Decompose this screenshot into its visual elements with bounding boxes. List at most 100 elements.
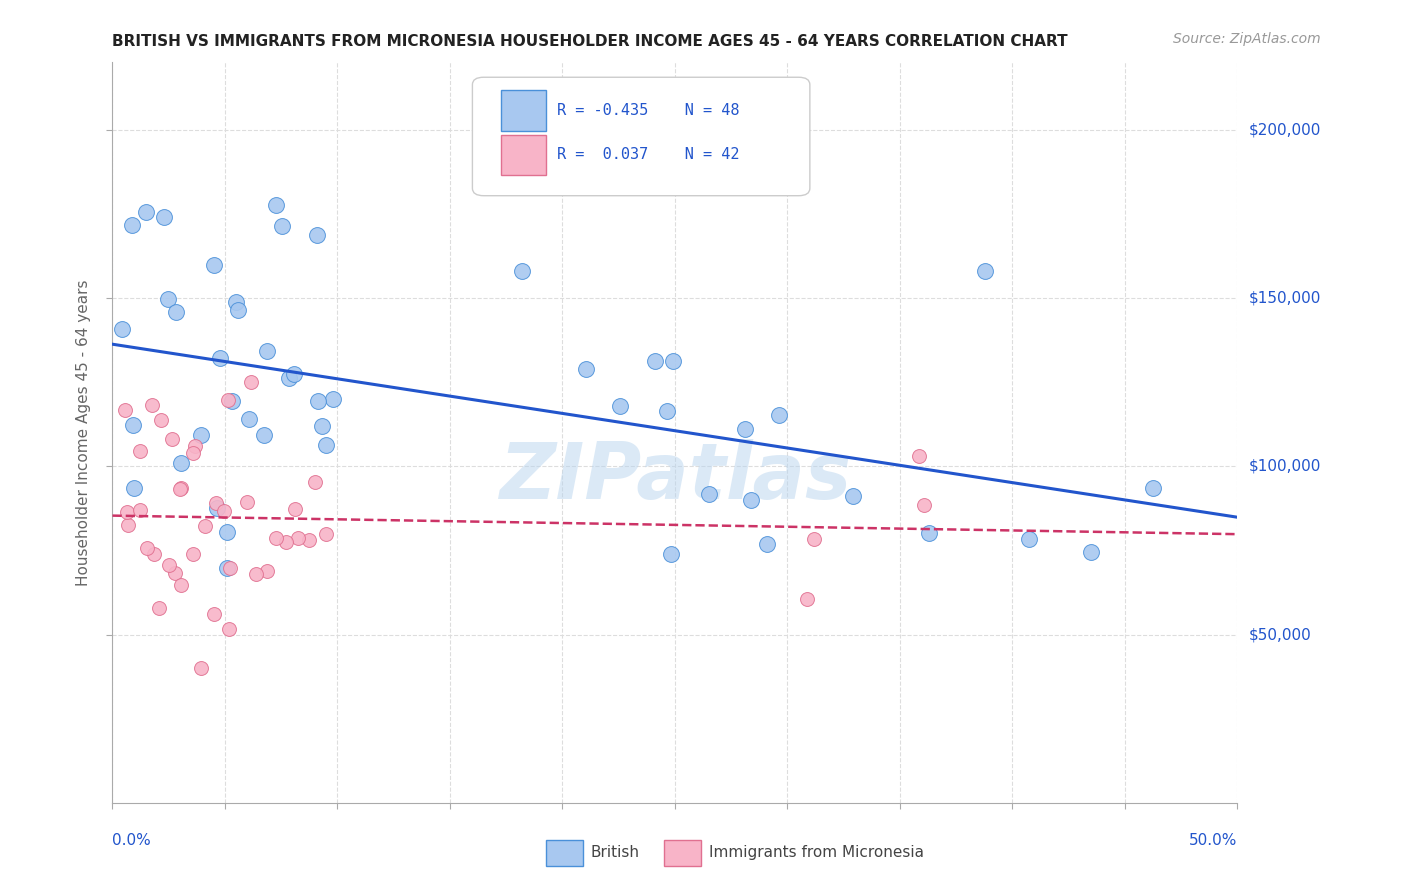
Point [1142, 481, 1164, 495]
Point [510, 264, 533, 278]
Text: $50,000: $50,000 [1249, 627, 1312, 642]
Text: ZIPatlas: ZIPatlas [499, 439, 851, 515]
Text: $100,000: $100,000 [1249, 458, 1320, 474]
Point [181, 547, 204, 561]
Point [190, 427, 212, 442]
Point [225, 295, 247, 310]
Point [221, 393, 243, 408]
Point [307, 393, 329, 408]
Point [311, 419, 333, 434]
Point [114, 403, 136, 417]
Point [655, 404, 678, 418]
Point [256, 343, 278, 358]
Point [128, 502, 150, 516]
Point [165, 305, 187, 319]
Point [304, 475, 326, 489]
Point [1018, 532, 1040, 546]
Point [253, 428, 276, 442]
Point [796, 591, 818, 606]
Text: 0.0%: 0.0% [112, 833, 152, 848]
Point [236, 495, 259, 509]
Text: R =  0.037    N = 42: R = 0.037 N = 42 [557, 147, 740, 162]
Point [163, 566, 186, 580]
Point [277, 371, 299, 385]
Point [841, 489, 863, 503]
Point [266, 198, 288, 212]
Point [121, 218, 143, 232]
Point [162, 432, 184, 446]
Point [315, 527, 337, 541]
Point [150, 413, 173, 427]
Point [202, 258, 225, 272]
Text: R = -0.435    N = 48: R = -0.435 N = 48 [557, 103, 740, 118]
Point [217, 524, 239, 539]
Point [115, 505, 138, 519]
Point [135, 205, 157, 219]
Point [264, 532, 287, 546]
Point [135, 541, 157, 556]
Point [117, 518, 139, 533]
Point [209, 351, 232, 366]
Point [141, 398, 163, 412]
Point [271, 219, 294, 234]
Point [918, 525, 941, 540]
Point [307, 228, 329, 243]
Point [740, 492, 762, 507]
FancyBboxPatch shape [664, 840, 700, 866]
Text: $200,000: $200,000 [1249, 122, 1320, 137]
Point [143, 548, 166, 562]
Point [238, 412, 260, 426]
Point [697, 487, 720, 501]
Point [284, 502, 307, 516]
Point [190, 661, 212, 675]
Point [169, 456, 191, 470]
Point [157, 558, 180, 572]
Point [184, 439, 207, 453]
Y-axis label: Householder Income Ages 45 - 64 years: Householder Income Ages 45 - 64 years [76, 279, 91, 586]
Point [212, 503, 235, 517]
Point [170, 481, 193, 495]
Point [217, 560, 239, 574]
Text: $150,000: $150,000 [1249, 291, 1320, 305]
FancyBboxPatch shape [501, 135, 546, 176]
Point [803, 532, 825, 546]
Point [205, 500, 228, 515]
Point [181, 446, 204, 460]
Point [912, 498, 935, 512]
Point [768, 408, 790, 422]
Point [218, 622, 240, 636]
Text: BRITISH VS IMMIGRANTS FROM MICRONESIA HOUSEHOLDER INCOME AGES 45 - 64 YEARS CORR: BRITISH VS IMMIGRANTS FROM MICRONESIA HO… [112, 34, 1069, 49]
FancyBboxPatch shape [472, 78, 810, 195]
Point [194, 519, 217, 533]
Point [169, 482, 191, 496]
Point [121, 418, 143, 433]
Text: Immigrants from Micronesia: Immigrants from Micronesia [709, 845, 924, 860]
Point [240, 375, 263, 389]
Point [170, 578, 193, 592]
Point [283, 367, 305, 381]
Point [245, 566, 267, 581]
Point [202, 607, 225, 621]
Point [973, 264, 995, 278]
Point [153, 210, 176, 224]
Point [256, 564, 278, 578]
Point [298, 533, 321, 547]
Point [1080, 544, 1102, 558]
Text: 50.0%: 50.0% [1189, 833, 1237, 848]
Point [156, 292, 179, 306]
FancyBboxPatch shape [546, 840, 582, 866]
Point [218, 561, 240, 575]
Point [148, 600, 170, 615]
Point [575, 362, 598, 376]
Point [315, 438, 337, 452]
Point [111, 322, 134, 336]
Point [644, 354, 666, 368]
Point [217, 392, 239, 407]
Point [659, 547, 682, 561]
Point [226, 302, 249, 317]
Point [274, 535, 297, 549]
Text: Source: ZipAtlas.com: Source: ZipAtlas.com [1173, 32, 1320, 45]
Point [129, 444, 152, 458]
Text: British: British [591, 845, 640, 860]
Point [609, 399, 631, 413]
